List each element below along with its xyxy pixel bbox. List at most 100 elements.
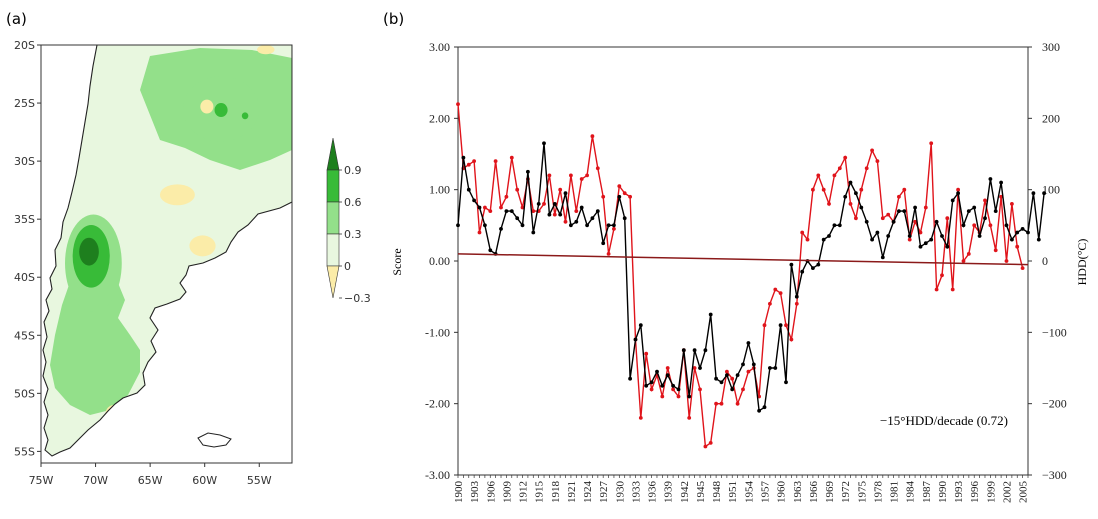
series-1-point [644,383,649,388]
series-1-point [950,198,955,203]
y-ticks: 3.00 2.00 1.00 0.00 -1.00 -2.00 -3.00 [425,40,458,482]
y2-tick-label: 200 [1042,111,1060,125]
y-tick-label: -3.00 [425,468,450,482]
map-y-tick-label: 30S [14,155,35,168]
series-0-point [741,387,745,392]
series-1-point [956,191,960,196]
series-0-point [768,301,772,306]
series-0-point [886,212,891,217]
series-0-point [515,187,520,192]
series-0-point [622,191,627,196]
series-0-point [698,387,702,392]
series-1-point [633,337,638,342]
x-tick-label: 2005 [1018,481,1030,504]
x-tick-label: 1930 [614,481,626,504]
series-1-point [1036,237,1041,242]
series-1-point [1010,237,1014,242]
series-1-point [859,205,864,210]
x-tick-label: 1978 [872,481,884,504]
x-tick-label: 1924 [582,481,594,504]
colorbar-bin [326,233,340,267]
series-1-point [466,187,471,192]
series-1-point [703,348,708,353]
series-0-point [520,205,525,210]
series-0-point [542,202,546,206]
series-0-point [837,166,842,171]
colorbar-label: 0 [344,260,351,273]
series-1-point [891,219,896,224]
series-0-point [929,141,934,146]
series-1-point [601,241,606,246]
map-x-tick-label: 55W [247,474,272,487]
series-0-point [660,394,665,399]
region-8 [200,99,214,114]
series-1-point [595,209,600,214]
colorbar-top-triangle [326,137,340,171]
series-0-point [606,252,611,256]
series-1-point [966,209,971,214]
x-tick-label: 1900 [453,481,465,504]
series-1-point [848,180,853,185]
series-1-point [719,380,724,385]
series-1-point [628,376,632,381]
x-tick-label: 1999 [985,481,997,504]
x-tick-label: 1921 [566,481,578,503]
series-1-point [461,155,466,160]
series-0-point [983,198,987,203]
series-0-point [466,162,471,167]
map-y-ticks: 20S 25S 30S 35S 40S 45S 50S 55S [14,39,41,458]
series-1-point [520,223,525,228]
series-0-point [671,387,675,392]
series-1-point [569,223,573,228]
series-0-point [993,248,998,253]
x-tick-label: 1918 [550,481,562,504]
panel-a-map: (a) 75W 70W 65W 60W 55W 20S 25S 30S 35S 40S 45S 50… [6,10,371,487]
series-1-point [999,180,1003,185]
series-0-point [805,237,810,242]
series-0-point [552,212,557,217]
colorbar-label: 0.6 [344,196,362,209]
series-1-point [585,223,589,228]
y-tick-label: 1.00 [429,183,450,197]
series-1-point [1026,230,1030,235]
x-tick-label: 1975 [856,481,868,504]
series-0-point [961,259,966,263]
series-0-point [504,194,509,199]
series-0-point [999,194,1003,199]
series-0-point [735,401,740,406]
series-1-point [821,237,826,242]
map-x-tick-label: 60W [192,474,217,487]
series-0-point [687,416,692,420]
series-0-point [918,230,923,235]
series-0-point [472,159,476,164]
series-0-point [1010,202,1014,206]
series-1-point [827,234,831,238]
series-1-point [606,223,611,228]
x-tick-label: 1936 [647,481,659,504]
colorbar-label: 0.3 [344,228,362,241]
y2-tick-label: 100 [1042,183,1060,197]
series-1-point [612,223,616,228]
map-y-tick-label: 20S [14,39,35,52]
series-1-line [457,143,1045,413]
x-ticks: 1900 1903 1906 1909 1912 1915 1918 1921 1924 1927… [453,475,1030,503]
series-0-point [483,205,487,210]
series-0-point [940,273,944,278]
series-1-point [456,223,460,228]
x-tick-label: 1960 [776,481,788,504]
series-0-point [585,173,589,178]
series-0-point [493,159,498,164]
series-1-point [746,341,751,345]
x-tick-label: 1972 [840,481,852,503]
series-1-point [515,216,520,221]
series-0-point [708,441,713,445]
series-1-point [735,373,740,377]
map-y-tick-label: 55S [14,445,35,458]
series-0-point [848,202,853,206]
series-1-point [773,366,778,370]
series-1-point [907,234,912,238]
series-0-point [988,223,993,228]
series-0-point [676,394,681,399]
series-1-point [660,383,665,388]
